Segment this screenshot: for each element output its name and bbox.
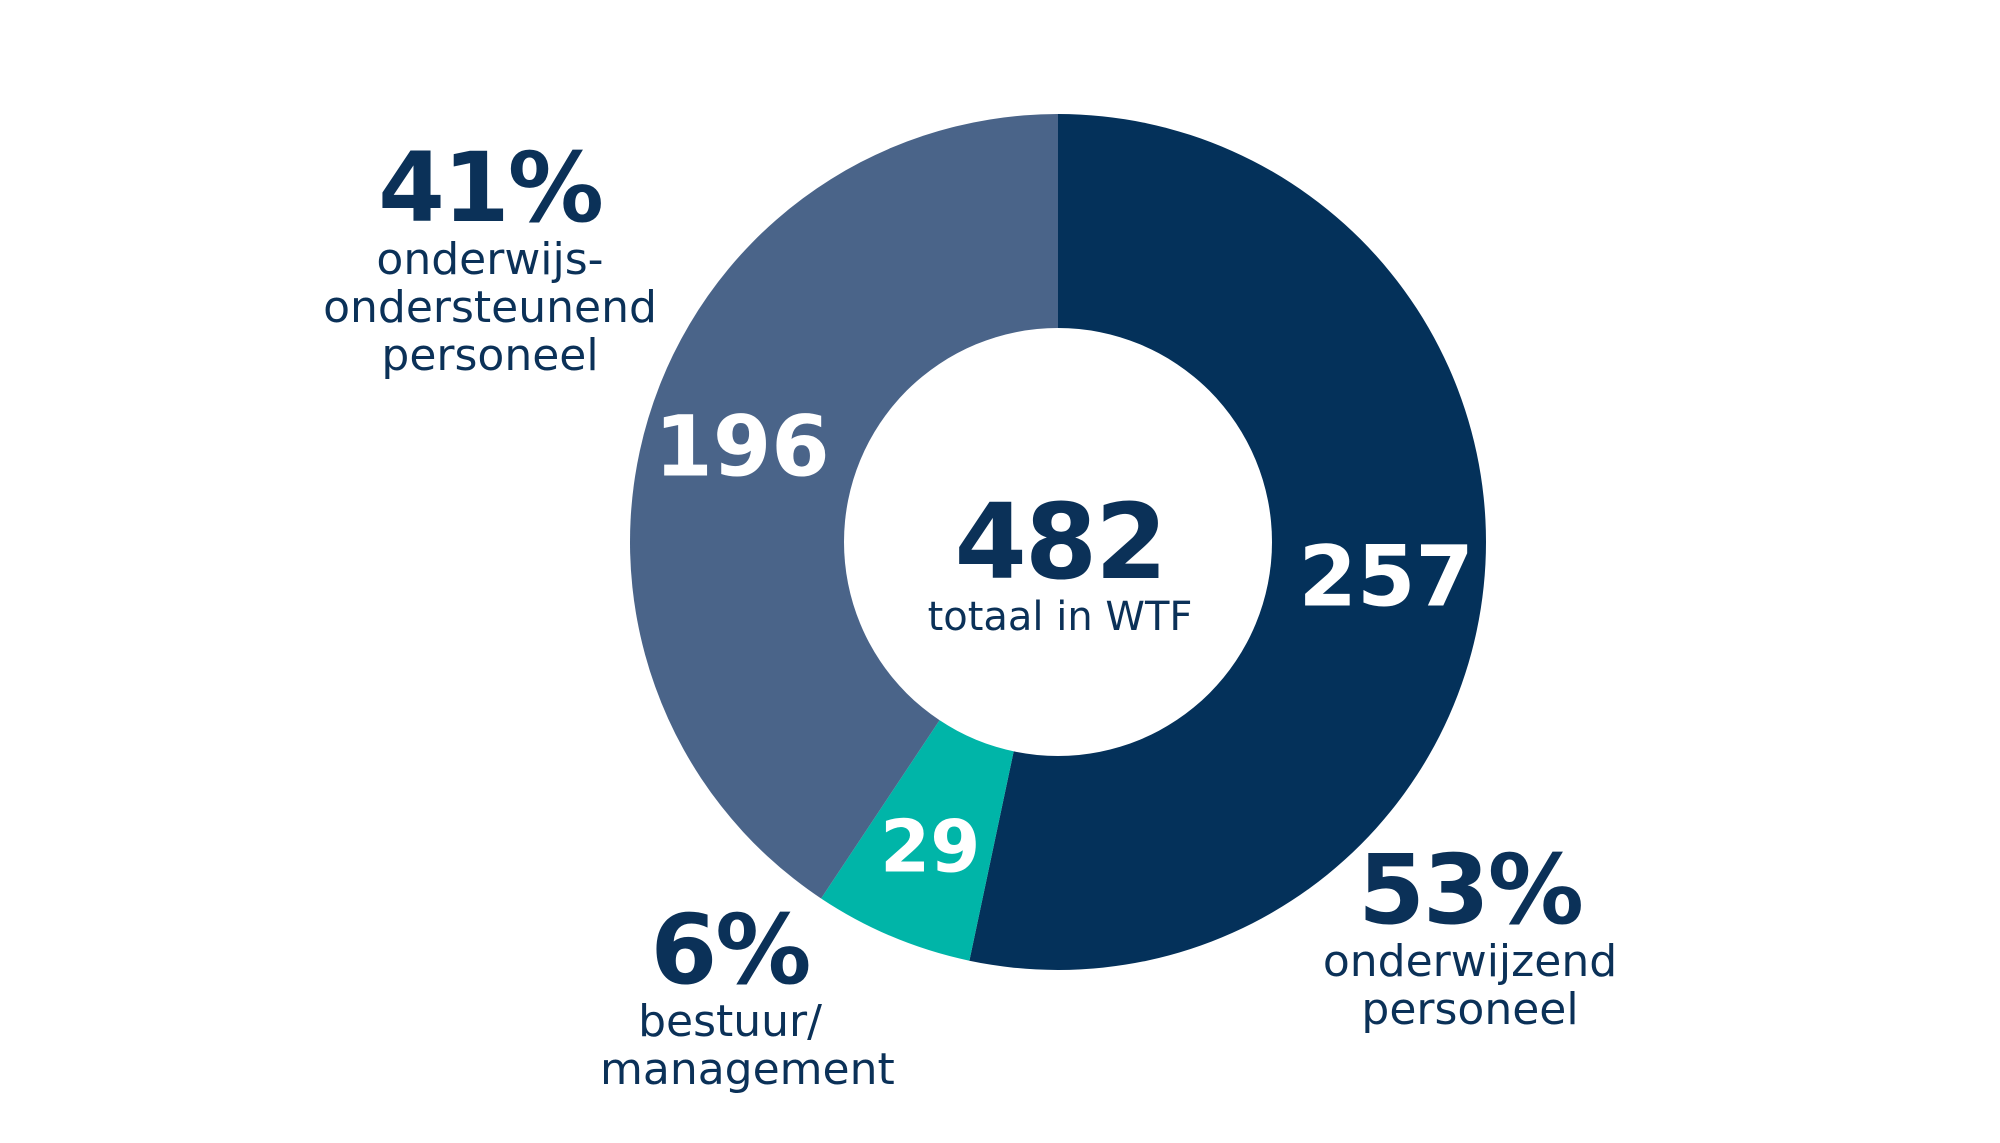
center-total-label: totaal in WTF [927,594,1193,640]
center-total-value: 482 [954,481,1167,603]
slice-category: bestuur/ management [600,996,895,1095]
slice-value-label: 196 [654,398,829,496]
slice-percent: 41% [378,132,604,244]
slice-value-labels: 257 29 196 [654,398,1473,889]
slice-category: onderwijzend personeel [1322,936,1618,1035]
slice-category: onderwijs- ondersteunend personeel [323,234,657,381]
slice-percent: 53% [1358,834,1584,946]
slice-label-bestuur: 6% bestuur/ management [600,894,895,1095]
slice-label-onderwijsondersteunend: 41% onderwijs- ondersteunend personeel [320,140,660,380]
donut-hole [844,328,1272,756]
slice-label-onderwijzend: 53% onderwijzend personeel [1290,842,1650,1034]
slice-value-label: 29 [880,804,980,888]
slice-value-label: 257 [1299,527,1474,625]
center-total-block: 482 totaal in WTF [900,490,1220,640]
slice-percent: 6% [650,894,812,1006]
